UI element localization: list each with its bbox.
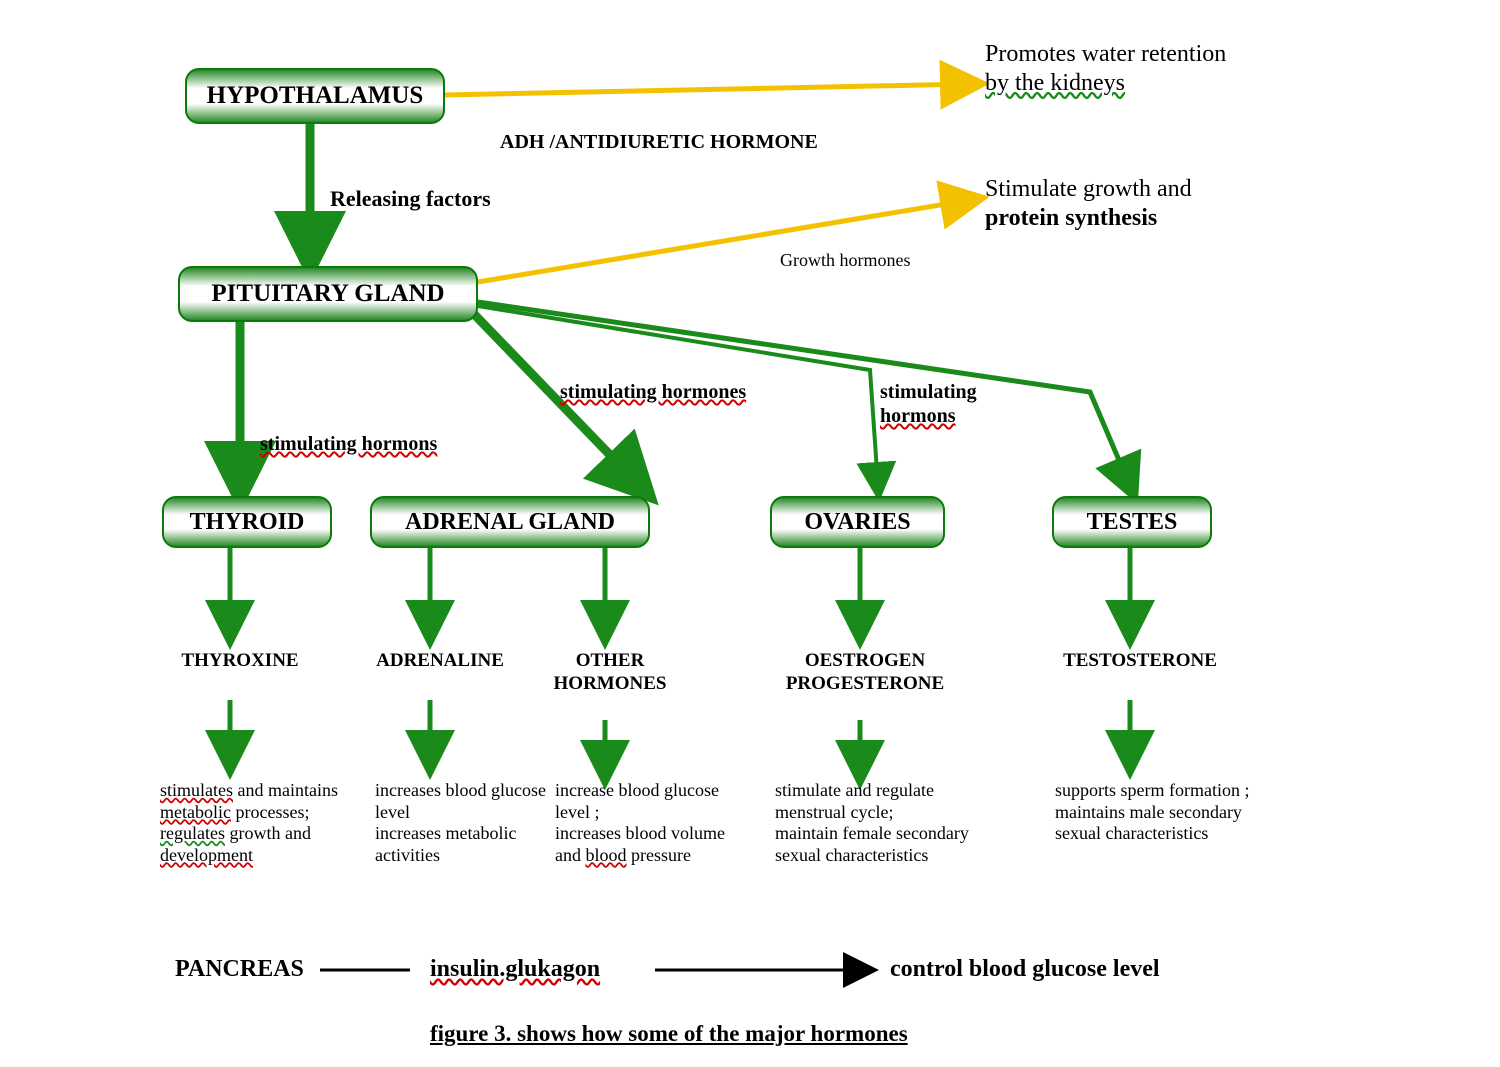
node-testes: TESTES (1052, 496, 1212, 548)
effect-testosterone: supports sperm formation ;maintains male… (1055, 780, 1255, 845)
node-adrenal: ADRENAL GLAND (370, 496, 650, 548)
node-thyroid: THYROID (162, 496, 332, 548)
effect-oestrogen: stimulate and regulate menstrual cycle;m… (775, 780, 975, 866)
effect-thyroxine: stimulates and maintains metabolic proce… (160, 780, 370, 866)
label-stim1: stimulating hormons (260, 432, 437, 456)
label-pancreas: PANCREAS (175, 955, 304, 984)
hormone-adrenaline: ADRENALINE (360, 650, 520, 673)
effect-adrenaline: increases blood glucose levelincreases m… (375, 780, 555, 866)
node-ovaries-label: OVARIES (804, 509, 910, 536)
node-hypothalamus: HYPOTHALAMUS (185, 68, 445, 124)
label-adh-effect-l2: by the kidneys (985, 70, 1125, 96)
label-stim2: stimulating hormones (560, 380, 746, 404)
label-control: control blood glucose level (890, 955, 1160, 984)
label-growth-effect-l1: Stimulate growth and (985, 176, 1192, 202)
label-growth: Growth hormones (780, 250, 910, 272)
label-growth-effect: Stimulate growth and protein synthesis (985, 175, 1192, 233)
effect-other: increase blood glucose level ;increases … (555, 780, 730, 866)
label-stim3: stimulating hormons (880, 380, 977, 428)
hormone-testosterone: TESTOSTERONE (1050, 650, 1230, 673)
node-hypothalamus-label: HYPOTHALAMUS (207, 82, 424, 110)
node-ovaries: OVARIES (770, 496, 945, 548)
node-testes-label: TESTES (1087, 509, 1178, 536)
node-adrenal-label: ADRENAL GLAND (405, 509, 615, 536)
hormone-thyroxine: THYROXINE (160, 650, 320, 673)
hormone-other: OTHER HORMONES (540, 650, 680, 696)
label-adh: ADH /ANTIDIURETIC HORMONE (500, 130, 818, 154)
hormone-oestrogen: OESTROGEN PROGESTERONE (770, 650, 960, 696)
hormone-flowchart: HYPOTHALAMUS PITUITARY GLAND THYROID ADR… (0, 0, 1500, 1067)
label-releasing: Releasing factors (330, 186, 491, 212)
label-insulin: insulin.glukagon (430, 955, 600, 984)
node-thyroid-label: THYROID (190, 509, 305, 536)
label-adh-effect-l1: Promotes water retention (985, 41, 1226, 67)
node-pituitary-label: PITUITARY GLAND (211, 280, 444, 308)
label-growth-effect-l2: protein synthesis (985, 205, 1157, 231)
label-adh-effect: Promotes water retention by the kidneys (985, 40, 1226, 98)
node-pituitary: PITUITARY GLAND (178, 266, 478, 322)
figure-caption: figure 3. shows how some of the major ho… (430, 1020, 908, 1048)
